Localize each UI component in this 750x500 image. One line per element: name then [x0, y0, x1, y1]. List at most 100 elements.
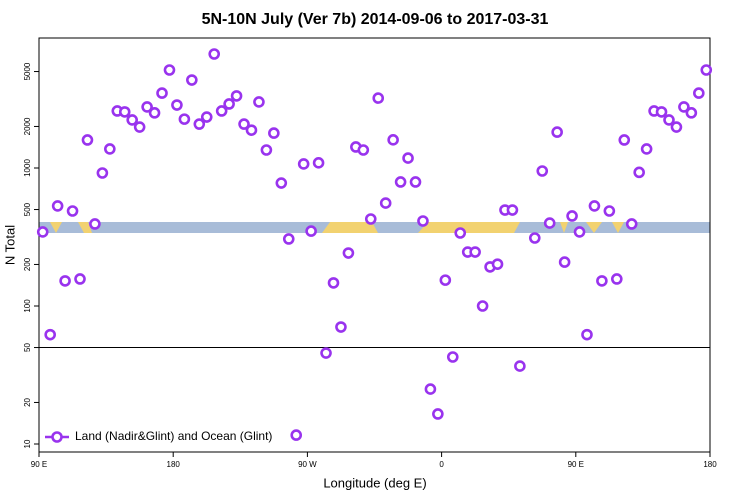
y-tick-label: 500	[23, 202, 32, 216]
point	[163, 64, 176, 76]
point	[454, 227, 467, 239]
point	[596, 275, 608, 287]
point	[566, 210, 578, 222]
point	[439, 274, 452, 286]
y-tick-label: 1000	[23, 159, 32, 177]
point	[320, 347, 332, 359]
point	[663, 114, 675, 126]
point	[491, 258, 504, 270]
y-tick-label: 100	[23, 299, 32, 313]
point	[238, 118, 250, 130]
point	[305, 225, 317, 237]
point	[573, 226, 586, 238]
point	[51, 200, 64, 212]
point	[66, 205, 79, 217]
x-tick-label: 0	[439, 460, 444, 469]
point	[282, 233, 295, 245]
point	[611, 273, 623, 285]
point	[581, 328, 593, 341]
point	[655, 106, 668, 118]
point	[245, 124, 258, 136]
x-tick-label: 90 E	[31, 460, 47, 469]
point	[223, 98, 235, 110]
point	[200, 111, 213, 123]
point	[618, 134, 631, 146]
point	[446, 351, 459, 363]
point	[186, 74, 198, 86]
point	[678, 101, 690, 113]
point	[372, 92, 385, 104]
point	[387, 134, 399, 146]
point	[469, 246, 481, 258]
point	[640, 143, 653, 155]
point	[342, 247, 355, 259]
point	[543, 217, 556, 229]
point	[193, 118, 206, 130]
point	[74, 273, 86, 285]
x-tick-label: 180	[167, 460, 181, 469]
point	[141, 101, 153, 113]
point	[476, 300, 489, 312]
legend-marker	[51, 431, 63, 443]
point	[417, 215, 429, 227]
point	[693, 87, 705, 99]
point	[685, 107, 698, 119]
point	[506, 204, 519, 216]
point	[409, 176, 422, 188]
point	[36, 226, 49, 238]
point	[603, 205, 616, 217]
point	[171, 99, 183, 111]
y-tick-label: 20	[23, 397, 32, 406]
point	[148, 107, 161, 119]
point	[364, 213, 377, 225]
point	[335, 321, 347, 333]
y-tick-label: 200	[23, 257, 32, 271]
point	[700, 64, 713, 76]
legend-label: Land (Nadir&Glint) and Ocean (Glint)	[75, 429, 272, 443]
point	[96, 167, 109, 179]
point	[588, 200, 601, 212]
point	[290, 429, 303, 441]
chart-title: 5N-10N July (Ver 7b) 2014-09-06 to 2017-…	[202, 11, 549, 28]
point	[156, 87, 168, 99]
point	[551, 126, 563, 138]
point	[402, 152, 414, 164]
point	[432, 408, 444, 420]
point	[89, 218, 101, 230]
land-mask	[39, 222, 710, 233]
x-tick-label: 90 E	[568, 460, 584, 469]
point	[633, 166, 645, 179]
point	[268, 127, 280, 139]
point	[514, 360, 526, 372]
point	[379, 197, 392, 209]
point	[215, 105, 228, 117]
point	[118, 106, 131, 118]
point	[312, 157, 325, 169]
x-tick-label: 90 W	[298, 460, 317, 469]
point	[558, 256, 571, 268]
point	[297, 158, 310, 170]
point	[44, 328, 56, 341]
point	[253, 96, 265, 108]
point	[424, 383, 437, 395]
point	[394, 176, 407, 188]
point	[126, 114, 138, 126]
point	[178, 113, 191, 125]
plot-frame	[38, 37, 711, 453]
point	[59, 275, 71, 287]
point	[208, 48, 221, 60]
y-tick-label: 50	[23, 343, 32, 352]
y-tick-label: 10	[23, 439, 32, 448]
point	[357, 144, 370, 156]
point	[625, 218, 638, 230]
point	[260, 144, 273, 156]
point	[230, 90, 243, 102]
x-tick-label: 180	[703, 460, 717, 469]
point	[528, 232, 541, 244]
x-axis-label: Longitude (deg E)	[323, 475, 426, 490]
y-axis-label: N Total	[2, 225, 17, 265]
point	[536, 165, 549, 177]
point	[81, 134, 94, 146]
y-tick-label: 5000	[23, 62, 32, 80]
